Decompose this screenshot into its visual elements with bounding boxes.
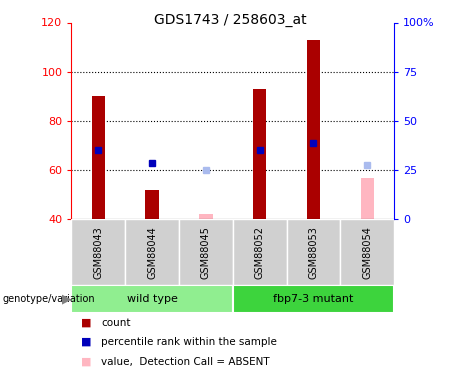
Bar: [92, 96, 105, 219]
Text: GSM88052: GSM88052: [254, 226, 265, 279]
Text: ■: ■: [81, 337, 91, 347]
Text: percentile rank within the sample: percentile rank within the sample: [101, 337, 278, 347]
Text: GSM88045: GSM88045: [201, 226, 211, 279]
Text: ■: ■: [81, 318, 91, 327]
Bar: [253, 89, 266, 219]
Bar: [307, 40, 320, 219]
Text: GSM88044: GSM88044: [147, 226, 157, 279]
Text: GSM88054: GSM88054: [362, 226, 372, 279]
Text: GSM88043: GSM88043: [93, 226, 103, 279]
Bar: [361, 177, 374, 219]
Text: GDS1743 / 258603_at: GDS1743 / 258603_at: [154, 13, 307, 27]
Bar: [233, 285, 394, 313]
Text: count: count: [101, 318, 131, 327]
Bar: [179, 219, 233, 285]
Bar: [340, 219, 394, 285]
Bar: [233, 219, 287, 285]
Text: ■: ■: [81, 357, 91, 366]
Bar: [199, 214, 213, 219]
Bar: [145, 190, 159, 219]
Text: genotype/variation: genotype/variation: [2, 294, 95, 304]
Bar: [71, 285, 233, 313]
Text: fbp7-3 mutant: fbp7-3 mutant: [273, 294, 354, 304]
Bar: [287, 219, 340, 285]
Text: value,  Detection Call = ABSENT: value, Detection Call = ABSENT: [101, 357, 270, 366]
Bar: [125, 219, 179, 285]
Text: ▶: ▶: [62, 292, 71, 306]
Text: GSM88053: GSM88053: [308, 226, 319, 279]
Bar: [71, 219, 125, 285]
Text: wild type: wild type: [127, 294, 177, 304]
